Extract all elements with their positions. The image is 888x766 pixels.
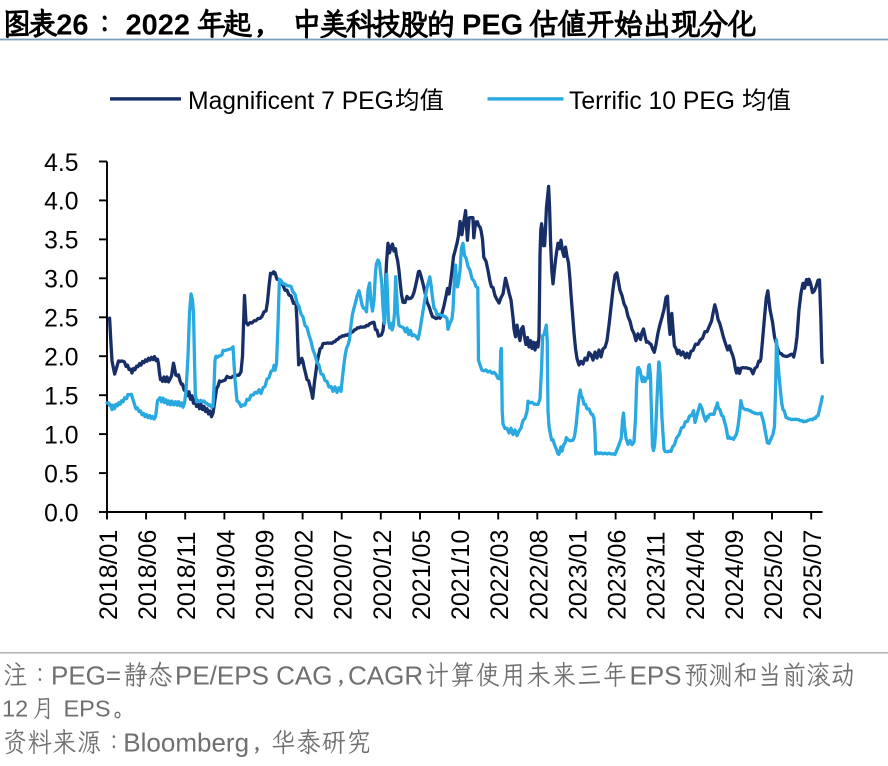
svg-text:1.5: 1.5: [44, 384, 78, 411]
svg-text:12: 12: [2, 696, 28, 722]
svg-text:2019/09: 2019/09: [252, 530, 280, 620]
svg-text:0.0: 0.0: [44, 500, 78, 527]
svg-text:2018/06: 2018/06: [134, 530, 162, 620]
svg-text:4.0: 4.0: [44, 189, 78, 216]
svg-text:3.0: 3.0: [44, 267, 78, 294]
svg-text:Magnificent 7 PEG: Magnificent 7 PEG: [188, 88, 394, 115]
svg-text:Terrific 10 PEG: Terrific 10 PEG: [569, 88, 735, 115]
svg-text:2020/02: 2020/02: [291, 530, 319, 620]
svg-text:2025/02: 2025/02: [760, 530, 788, 620]
svg-text:2021/05: 2021/05: [408, 530, 436, 620]
svg-text:EPS: EPS: [64, 696, 111, 722]
svg-text:PEG=: PEG=: [51, 660, 121, 690]
svg-text:2024/04: 2024/04: [682, 530, 710, 620]
svg-text:26: 26: [56, 10, 88, 42]
svg-text:2023/01: 2023/01: [564, 530, 592, 620]
svg-text:Bloomberg: Bloomberg: [123, 728, 249, 758]
svg-text:2020/12: 2020/12: [369, 530, 397, 620]
svg-text:2022/03: 2022/03: [486, 530, 514, 620]
svg-text:PE/EPS CAG: PE/EPS CAG: [175, 660, 333, 690]
svg-text:4.5: 4.5: [44, 150, 78, 177]
svg-text:2025/07: 2025/07: [799, 530, 827, 620]
svg-text:0.5: 0.5: [44, 461, 78, 488]
svg-text:2023/06: 2023/06: [604, 530, 632, 620]
svg-text:2019/04: 2019/04: [212, 530, 240, 620]
svg-text:3.5: 3.5: [44, 228, 78, 255]
svg-text:1.0: 1.0: [44, 422, 78, 449]
svg-text:2022/08: 2022/08: [525, 530, 553, 620]
svg-text:2023/11: 2023/11: [643, 531, 671, 620]
svg-text:2020/07: 2020/07: [330, 530, 358, 620]
svg-text:CAGR: CAGR: [348, 660, 423, 690]
svg-text:2018/11: 2018/11: [173, 531, 201, 620]
svg-text:2018/01: 2018/01: [95, 530, 123, 620]
svg-text:2024/09: 2024/09: [721, 530, 749, 620]
svg-text:EPS: EPS: [630, 660, 682, 690]
svg-text:PEG: PEG: [462, 10, 523, 42]
svg-text:2021/10: 2021/10: [447, 530, 475, 620]
svg-text:2022: 2022: [126, 10, 191, 42]
svg-text:2.0: 2.0: [44, 345, 78, 372]
svg-text:2.5: 2.5: [44, 306, 78, 333]
